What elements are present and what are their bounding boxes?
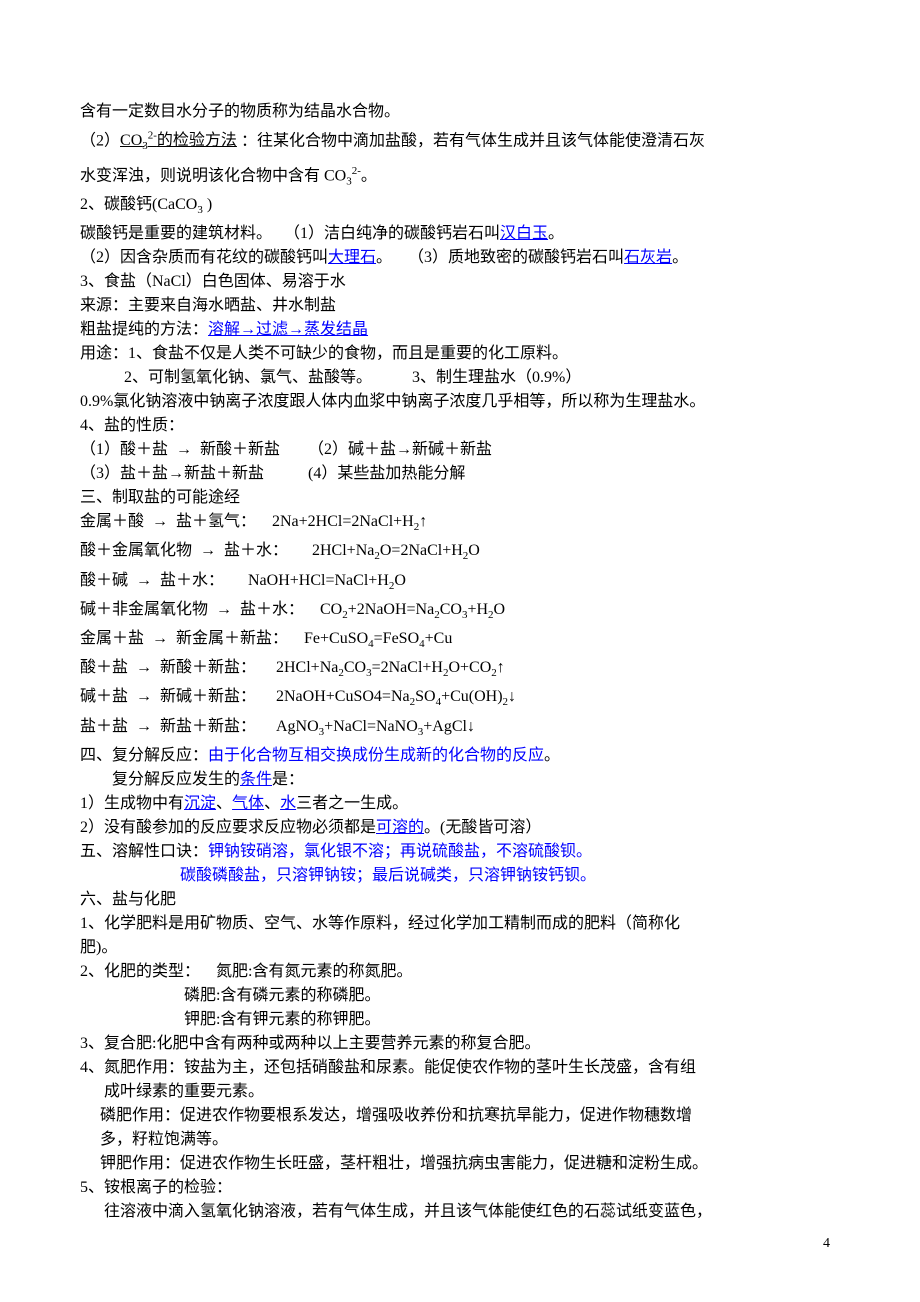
text-line: 磷肥:含有磷元素的称磷肥。 [80,984,840,1008]
text-line: 肥)。 [80,936,840,960]
text-line: 2、化肥的类型： 氮肥:含有氮元素的称氮肥。 [80,960,840,984]
text-line: 4、氮肥作用：铵盐为主，还包括硝酸盐和尿素。能促使农作物的茎叶生长茂盛，含有组 [80,1056,840,1080]
text-line: 磷肥作用：促进农作物要根系发达，增强吸收养份和抗寒抗旱能力，促进作物穗数增 [80,1104,840,1128]
text-line: 酸＋金属氧化物 → 盐＋水： 2HCl+Na2O=2NaCl+H2O [80,539,840,568]
text-line: （2）CO32-的检验方法 ：往某化合物中滴加盐酸，若有气体生成并且该气体能使澄… [80,124,840,159]
text-line: 多，籽粒饱满等。 [80,1128,840,1152]
text-line: 水变浑浊，则说明该化合物中含有 CO32-。 [80,159,840,194]
text-line: 五、溶解性口诀：钾钠铵硝溶，氯化银不溶；再说硫酸盐，不溶硫酸钡。 [80,840,840,864]
text-line: 碳酸磷酸盐，只溶钾钠铵；最后说碱类，只溶钾钠铵钙钡。 [80,864,840,888]
text-line: 2、可制氢氧化钠、氯气、盐酸等。 3、制生理盐水（0.9%） [80,366,840,390]
text-line: 盐＋盐 → 新盐＋新盐： AgNO3+NaCl=NaNO3+AgCl↓ [80,715,840,744]
text-line: 往溶液中滴入氢氧化钠溶液，若有气体生成，并且该气体能使红色的石蕊试纸变蓝色， [80,1200,840,1224]
text-line: 用途：1、食盐不仅是人类不可缺少的食物，而且是重要的化工原料。 [80,342,840,366]
page-number: 4 [823,1236,830,1252]
text-line: 酸＋碱 → 盐＋水： NaOH+HCl=NaCl+H2O [80,569,840,598]
text-line: 四、复分解反应：由于化合物互相交换成份生成新的化合物的反应。 [80,744,840,768]
text-line: 复分解反应发生的条件是： [80,768,840,792]
text-line: 来源：主要来自海水晒盐、井水制盐 [80,294,840,318]
text-line: 3、复合肥:化肥中含有两种或两种以上主要营养元素的称复合肥。 [80,1032,840,1056]
text-line: （2）因含杂质而有花纹的碳酸钙叫大理石。 （3）质地致密的碳酸钙岩石叫石灰岩。 [80,246,840,270]
text-line: 5、铵根离子的检验： [80,1176,840,1200]
text-line: 2）没有酸参加的反应要求反应物必须都是可溶的。(无酸皆可溶） [80,816,840,840]
text-line: 含有一定数目水分子的物质称为结晶水合物。 [80,100,840,124]
text-line: 钾肥作用：促进农作物生长旺盛，茎杆粗壮，增强抗病虫害能力，促进糖和淀粉生成。 [80,1152,840,1176]
text-line: 钾肥:含有钾元素的称钾肥。 [80,1008,840,1032]
text-line: 4、盐的性质： [80,414,840,438]
text-line: 2、碳酸钙(CaCO3 ) [80,193,840,222]
text-line: 酸＋盐 → 新酸＋新盐： 2HCl+Na2CO3=2NaCl+H2O+CO2↑ [80,656,840,685]
text-line: 金属＋酸 → 盐＋氢气： 2Na+2HCl=2NaCl+H2↑ [80,510,840,539]
text-line: 0.9%氯化钠溶液中钠离子浓度跟人体内血浆中钠离子浓度几乎相等，所以称为生理盐水… [80,390,840,414]
text-line: 成叶绿素的重要元素。 [80,1080,840,1104]
text-line: 1、化学肥料是用矿物质、空气、水等作原料，经过化学加工精制而成的肥料（简称化 [80,912,840,936]
text-line: 三、制取盐的可能途经 [80,486,840,510]
document-page: 含有一定数目水分子的物质称为结晶水合物。 （2）CO32-的检验方法 ：往某化合… [0,0,920,1302]
text-line: 六、盐与化肥 [80,888,840,912]
text-line: 碱＋盐 → 新碱＋新盐： 2NaOH+CuSO4=Na2SO4+Cu(OH)2↓ [80,685,840,714]
text-line: 碳酸钙是重要的建筑材料。 （1）洁白纯净的碳酸钙岩石叫汉白玉。 [80,222,840,246]
text-line: （3）盐＋盐→新盐＋新盐 (4）某些盐加热能分解 [80,462,840,486]
text-line: 粗盐提纯的方法：溶解→过滤→蒸发结晶 [80,318,840,342]
text-line: 3、食盐（NaCl）白色固体、易溶于水 [80,270,840,294]
text-line: 碱＋非金属氧化物 → 盐＋水： CO2+2NaOH=Na2CO3+H2O [80,598,840,627]
text-line: （1）酸＋盐 → 新酸＋新盐 （2）碱＋盐→新碱＋新盐 [80,438,840,462]
text-line: 金属＋盐 → 新金属＋新盐： Fe+CuSO4=FeSO4+Cu [80,627,840,656]
text-line: 1）生成物中有沉淀、气体、水三者之一生成。 [80,792,840,816]
